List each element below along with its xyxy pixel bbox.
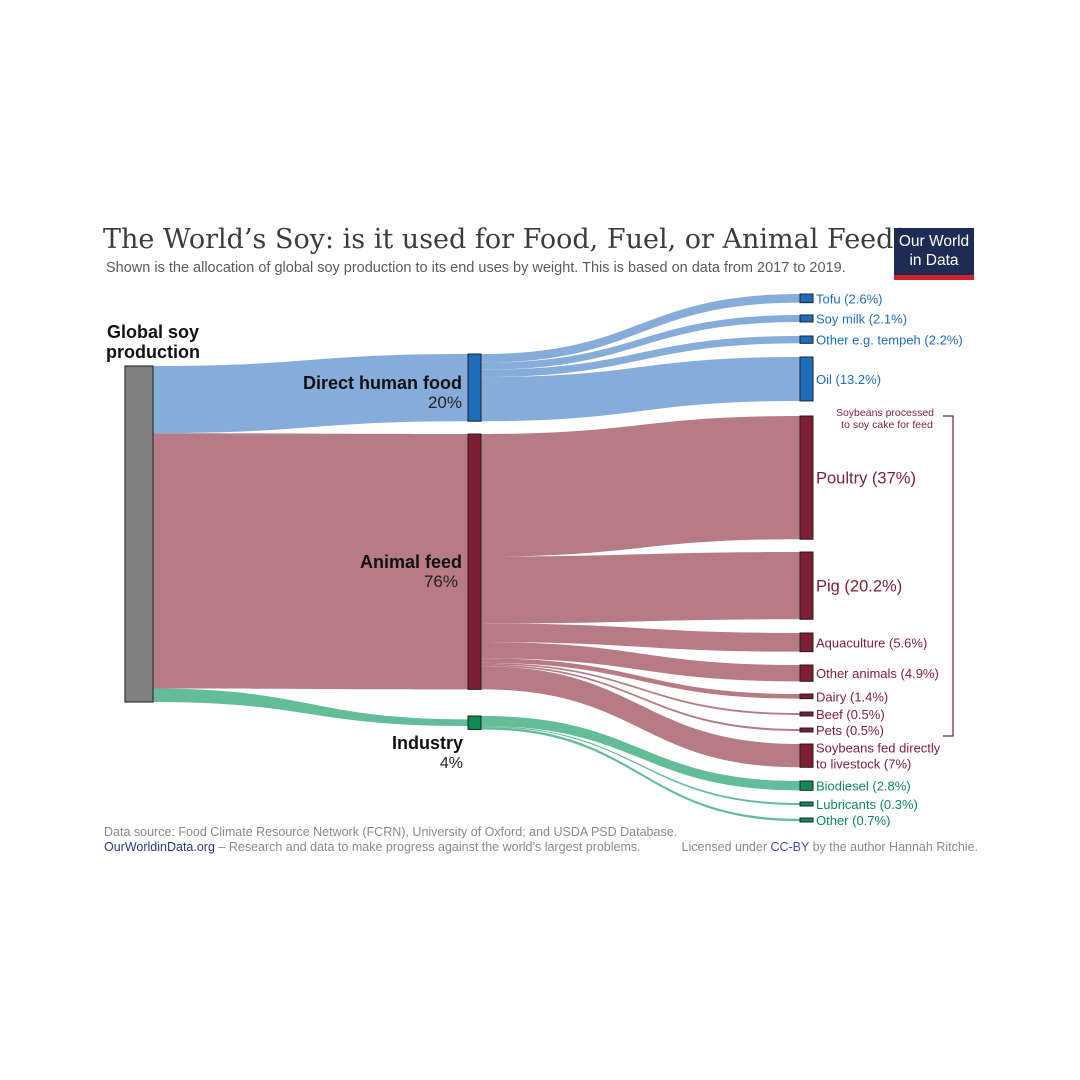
- target-label-lubricants-0-3: Lubricants (0.3%): [816, 797, 918, 812]
- target-label-aquaculture-5-6: Aquaculture (5.6%): [816, 635, 927, 650]
- feed-bracket: [943, 415, 954, 737]
- target-label-pig-20-2: Pig (20.2%): [816, 578, 902, 596]
- target-node-oil-13-2: [799, 356, 814, 402]
- target-label2-to-livestock-7: to livestock (7%): [816, 757, 911, 772]
- source-label-line2: production: [106, 342, 200, 362]
- footer-license-suffix: by the author Hannah Ritchie.: [809, 840, 978, 854]
- target-label-biodiesel-2-8: Biodiesel (2.8%): [816, 779, 911, 794]
- group-label-industry: Industry: [392, 733, 463, 753]
- flow-other-animals-4-9: [481, 641, 800, 682]
- group-pct-feed: 76%: [424, 572, 458, 591]
- group-label-feed: Animal feed: [360, 552, 462, 572]
- flow-poultry-37: [481, 416, 800, 557]
- target-label-other-animals-4-9: Other animals (4.9%): [816, 666, 939, 681]
- footer-license-link[interactable]: CC-BY: [770, 840, 810, 854]
- target-node-soybeans-fed-directly: [799, 743, 814, 768]
- flow-oil-13-2: [481, 357, 800, 422]
- target-node-tofu-2-6: [799, 293, 814, 304]
- group-pct-industry: 4%: [440, 755, 463, 772]
- flow-lubricants-0-3: [481, 725, 800, 805]
- group-node-food: [467, 353, 482, 422]
- flow-aquaculture-5-6: [481, 623, 800, 652]
- flow-source-industry: [153, 688, 468, 727]
- target-node-biodiesel-2-8: [799, 780, 814, 791]
- flow-dairy-1-4: [481, 658, 800, 699]
- target-label-soy-milk-2-1: Soy milk (2.1%): [816, 311, 907, 326]
- target-label-beef-0-5: Beef (0.5%): [816, 707, 885, 722]
- target-node-lubricants-0-3: [799, 801, 814, 807]
- target-node-other-e-g-tempeh-2-2: [799, 335, 814, 344]
- target-label-tofu-2-6: Tofu (2.6%): [816, 291, 882, 306]
- flow-pig-20-2: [481, 552, 800, 624]
- flow-source-food: [153, 354, 468, 434]
- chart-subtitle: Shown is the allocation of global soy pr…: [106, 260, 846, 276]
- flow-other-0-7: [481, 726, 800, 822]
- flow-tofu-2-6: [481, 294, 800, 363]
- group-label-food: Direct human food: [303, 373, 462, 393]
- target-label-poultry-37: Poultry (37%): [816, 470, 916, 488]
- flow-soybeans-fed-directly: [481, 666, 800, 768]
- flow-biodiesel-2-8: [481, 716, 800, 791]
- flow-other-e-g-tempeh-2-2: [481, 336, 800, 378]
- footer-tagline: – Research and data to make progress aga…: [214, 840, 641, 854]
- logo-line-2: in Data: [909, 252, 959, 269]
- target-node-pig-20-2: [799, 551, 814, 620]
- target-label-dairy-1-4: Dairy (1.4%): [816, 689, 888, 704]
- owid-logo[interactable]: Our World in Data: [894, 228, 974, 280]
- footer-site-line: OurWorldinData.org – Research and data t…: [104, 840, 641, 854]
- group-node-industry: [467, 715, 482, 730]
- target-label-pets-0-5: Pets (0.5%): [816, 723, 884, 738]
- target-node-dairy-1-4: [799, 693, 814, 700]
- flow-soy-milk-2-1: [481, 315, 800, 370]
- source-label-line1: Global soy: [107, 322, 199, 342]
- footer-license: Licensed under CC-BY by the author Hanna…: [682, 840, 978, 854]
- target-label-soybeans-fed-directly: Soybeans fed directly: [816, 741, 941, 756]
- flow-layer: [153, 294, 800, 822]
- target-node-pets-0-5: [799, 727, 814, 733]
- group-node-feed: [467, 433, 482, 690]
- source-node-global-soy: [124, 365, 154, 703]
- footer-site-link[interactable]: OurWorldinData.org: [104, 840, 215, 854]
- flow-pets-0-5: [481, 664, 800, 731]
- target-node-beef-0-5: [799, 711, 814, 717]
- target-node-aquaculture-5-6: [799, 632, 814, 653]
- flow-source-feed: [153, 433, 468, 690]
- footer-source: Data source: Food Climate Resource Netwo…: [104, 825, 678, 839]
- group-pct-food: 20%: [428, 393, 462, 412]
- bracket-note-line2: to soy cake for feed: [841, 419, 933, 431]
- chart-title: The World’s Soy: is it used for Food, Fu…: [103, 224, 908, 255]
- target-label-oil-13-2: Oil (13.2%): [816, 372, 881, 387]
- target-label-other-0-7: Other (0.7%): [816, 813, 890, 828]
- target-node-other-animals-4-9: [799, 664, 814, 682]
- target-node-poultry-37: [799, 415, 814, 540]
- node-layer: [124, 293, 814, 823]
- logo-line-1: Our World: [898, 233, 970, 250]
- target-node-soy-milk-2-1: [799, 314, 814, 323]
- flow-beef-0-5: [481, 662, 800, 715]
- target-label-other-e-g-tempeh-2-2: Other e.g. tempeh (2.2%): [816, 333, 963, 348]
- footer-license-prefix: Licensed under: [681, 840, 771, 854]
- bracket-note-line1: Soybeans processed: [836, 407, 934, 419]
- feed-bracket-line: [943, 415, 954, 737]
- target-node-other-0-7: [799, 817, 814, 823]
